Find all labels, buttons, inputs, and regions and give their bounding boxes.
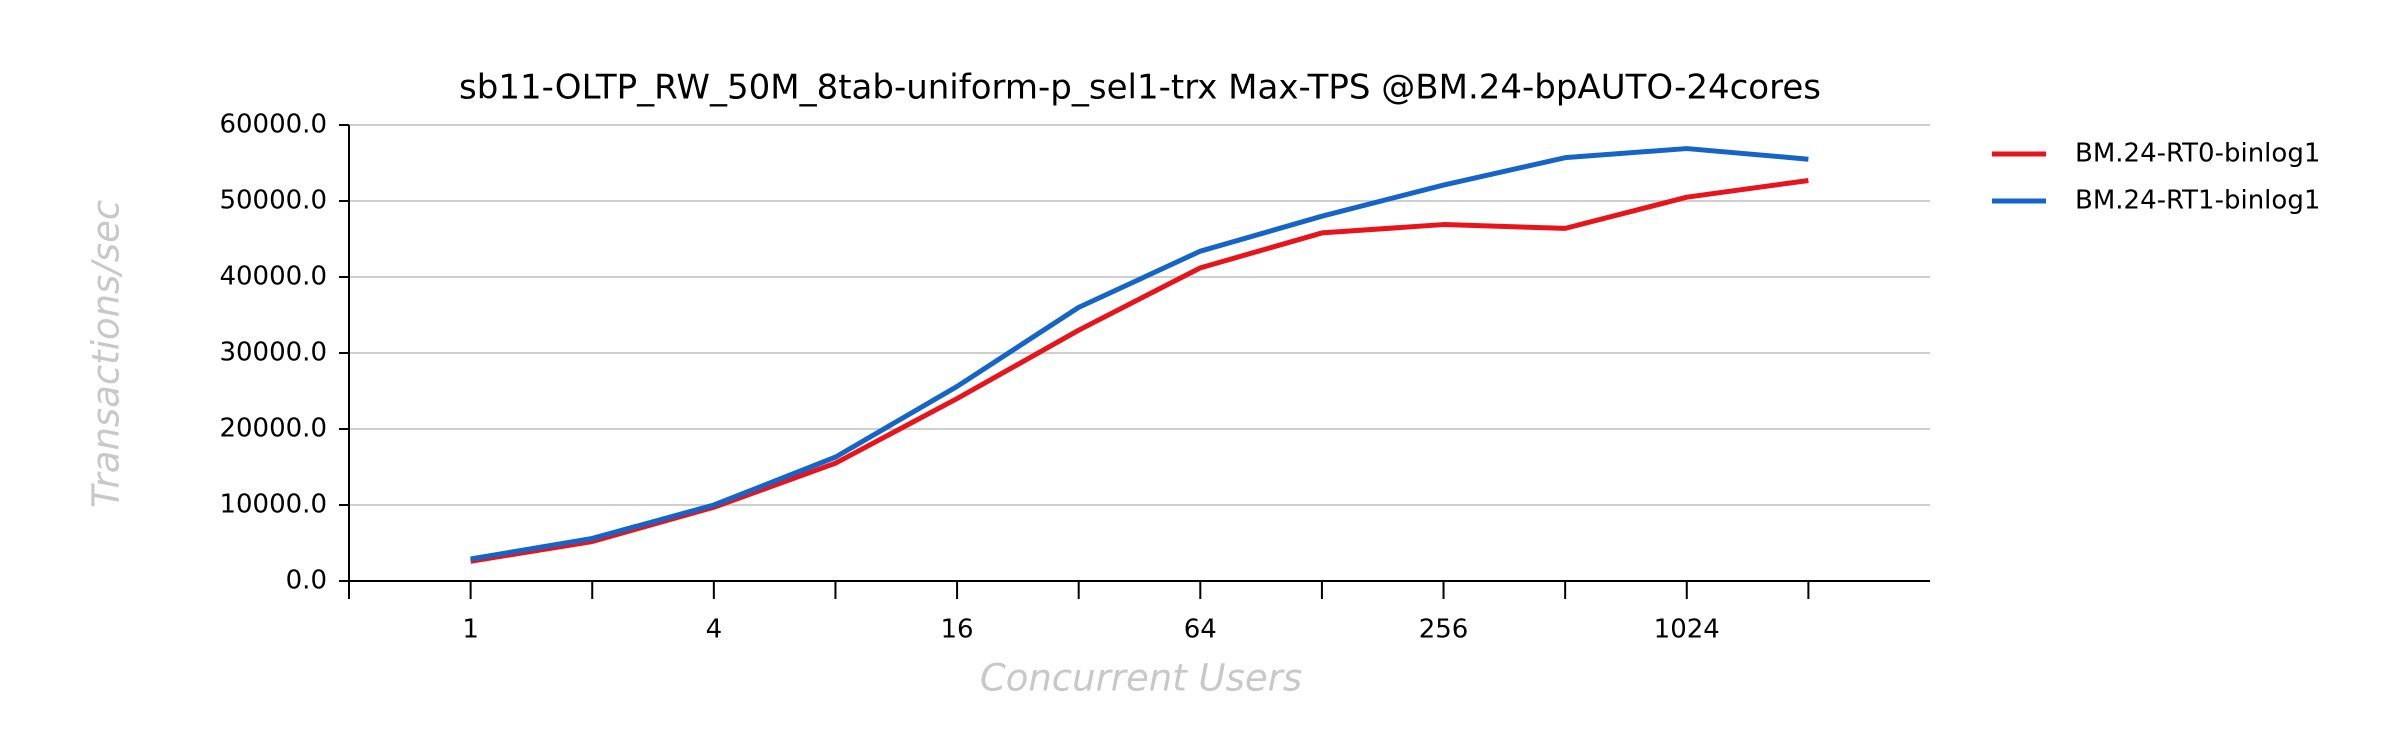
series-line bbox=[470, 146, 1809, 562]
y-tick-label: 50000.0 bbox=[219, 186, 327, 216]
legend-label: BM.24-RT1-binlog1 bbox=[2075, 186, 2320, 216]
x-tick-label: 256 bbox=[1419, 615, 1469, 645]
x-tick-label: 1 bbox=[462, 615, 479, 645]
legend-label: BM.24-RT0-binlog1 bbox=[2075, 139, 2320, 169]
x-tick-label: 64 bbox=[1184, 615, 1217, 645]
x-tick-label: 1024 bbox=[1654, 615, 1720, 645]
x-axis-title: Concurrent Users bbox=[980, 657, 1302, 700]
y-tick-label: 30000.0 bbox=[219, 338, 327, 368]
y-axis-title: Transactions/sec bbox=[85, 200, 128, 508]
chart-title: sb11-OLTP_RW_50M_8tab-uniform-p_sel1-trx… bbox=[459, 68, 1821, 108]
y-tick-label: 0.0 bbox=[286, 566, 327, 596]
x-tick-label: 16 bbox=[941, 615, 974, 645]
y-tick-label: 20000.0 bbox=[219, 414, 327, 444]
x-tick-label: 4 bbox=[706, 615, 723, 645]
y-tick-label: 10000.0 bbox=[219, 490, 327, 520]
y-tick-label: 40000.0 bbox=[219, 262, 327, 292]
y-tick-label: 60000.0 bbox=[219, 110, 327, 140]
